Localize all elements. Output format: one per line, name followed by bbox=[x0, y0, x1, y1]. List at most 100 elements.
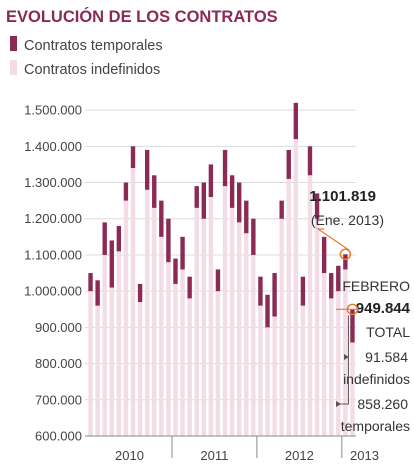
total-label: TOTAL bbox=[366, 324, 410, 340]
bar-indefinidos bbox=[300, 305, 306, 436]
bar-temporales bbox=[123, 182, 129, 201]
y-tick-label: 1.200.000 bbox=[24, 211, 82, 226]
x-tick-label: 2011 bbox=[200, 448, 228, 463]
bar-indefinidos bbox=[123, 200, 129, 436]
bar-indefinidos bbox=[201, 218, 206, 436]
x-tick-label: 2013 bbox=[350, 448, 379, 463]
bar-temporales bbox=[152, 175, 157, 208]
bar-temporales bbox=[159, 200, 164, 237]
bar-temporales bbox=[300, 276, 306, 306]
bar-temporales bbox=[95, 280, 100, 306]
bar-temporales bbox=[137, 283, 143, 303]
bar-indefinidos bbox=[286, 178, 291, 436]
jan-leader bbox=[316, 228, 350, 251]
bar-indefinidos bbox=[109, 287, 114, 436]
bar-temporales bbox=[251, 218, 256, 255]
bar-indefinidos bbox=[258, 305, 263, 436]
jan-value-label: 1.101.819 bbox=[309, 188, 376, 205]
bar-indefinidos bbox=[166, 262, 171, 436]
bar-indefinidos bbox=[222, 186, 228, 436]
indef-text-label: indefinidos bbox=[343, 371, 410, 387]
bar-temporales bbox=[187, 276, 192, 299]
bar-indefinidos bbox=[144, 189, 150, 436]
bar-temporales bbox=[102, 222, 107, 255]
legend-label-temporales: Contratos temporales bbox=[24, 38, 163, 54]
bar-temporales bbox=[350, 309, 355, 343]
indef-arrow bbox=[344, 354, 349, 360]
legend-swatch-temporales bbox=[10, 36, 17, 51]
y-tick-label: 900.000 bbox=[35, 320, 82, 335]
bar-indefinidos bbox=[208, 197, 214, 436]
bar-temporales bbox=[286, 149, 291, 179]
bars bbox=[88, 102, 355, 437]
bar-indefinidos bbox=[102, 254, 107, 436]
bar-temporales bbox=[265, 294, 270, 328]
temp-value-label: 858.260 bbox=[357, 396, 408, 412]
y-tick-label: 1.300.000 bbox=[24, 175, 82, 190]
bar-indefinidos bbox=[130, 168, 136, 436]
temp-arrow bbox=[336, 401, 341, 407]
bar-temporales bbox=[180, 236, 185, 270]
chart-title: EVOLUCIÓN DE LOS CONTRATOS bbox=[6, 7, 278, 26]
y-tick-label: 1.500.000 bbox=[24, 103, 82, 118]
bar-temporales bbox=[258, 276, 263, 306]
bar-temporales bbox=[201, 182, 206, 219]
bar-indefinidos bbox=[137, 302, 143, 436]
bar-temporales bbox=[144, 149, 150, 190]
feb-label: FEBRERO bbox=[342, 278, 410, 294]
bar-indefinidos bbox=[95, 305, 100, 436]
bar-temporales bbox=[116, 225, 122, 252]
bar-indefinidos bbox=[343, 269, 348, 436]
bar-indefinidos bbox=[336, 291, 341, 436]
bar-temporales bbox=[314, 193, 320, 219]
bar-temporales bbox=[229, 175, 235, 208]
bar-indefinidos bbox=[265, 327, 270, 436]
bar-indefinidos bbox=[194, 207, 199, 436]
bar-indefinidos bbox=[329, 298, 334, 436]
bar-indefinidos bbox=[272, 316, 277, 436]
x-tick-label: 2010 bbox=[115, 448, 144, 463]
bar-indefinidos bbox=[293, 139, 299, 437]
bar-indefinidos bbox=[187, 298, 192, 436]
bar-temporales bbox=[329, 273, 334, 299]
bar-temporales bbox=[336, 265, 341, 292]
indef-value-label: 91.584 bbox=[365, 349, 408, 365]
bar-temporales bbox=[272, 273, 277, 317]
bar-temporales bbox=[208, 164, 214, 198]
bar-indefinidos bbox=[229, 207, 235, 436]
bar-indefinidos bbox=[159, 236, 164, 436]
feb-value-label: 949.844 bbox=[356, 300, 411, 317]
y-tick-label: 1.000.000 bbox=[24, 284, 82, 299]
y-tick-label: 600.000 bbox=[35, 429, 82, 444]
bar-indefinidos bbox=[215, 291, 221, 436]
bar-temporales bbox=[244, 200, 249, 234]
jan-date-label: (Ene. 2013) bbox=[311, 212, 384, 228]
bar-indefinidos bbox=[244, 233, 249, 436]
bar-temporales bbox=[293, 102, 299, 140]
bar-temporales bbox=[194, 186, 199, 208]
y-tick-label: 700.000 bbox=[35, 392, 82, 407]
annotations: 1.101.819 (Ene. 2013) FEBRERO 949.844 TO… bbox=[309, 188, 410, 434]
bar-indefinidos bbox=[180, 269, 185, 436]
bar-indefinidos bbox=[88, 291, 93, 436]
bar-temporales bbox=[215, 269, 221, 292]
legend-label-indefinidos: Contratos indefinidos bbox=[24, 62, 160, 78]
jan-marker bbox=[339, 248, 352, 261]
y-tick-label: 1.400.000 bbox=[24, 139, 82, 154]
bar-temporales bbox=[237, 182, 242, 223]
bar-indefinidos bbox=[173, 283, 178, 436]
bar-temporales bbox=[173, 258, 178, 284]
y-tick-label: 800.000 bbox=[35, 356, 82, 371]
legend-swatch-indefinidos bbox=[10, 60, 17, 75]
bar-indefinidos bbox=[251, 254, 256, 436]
bar-indefinidos bbox=[116, 251, 122, 436]
bar-indefinidos bbox=[237, 222, 242, 436]
bar-temporales bbox=[109, 240, 114, 288]
bar-temporales bbox=[307, 146, 313, 176]
bar-temporales bbox=[222, 149, 228, 187]
bar-indefinidos bbox=[279, 218, 284, 436]
bar-indefinidos bbox=[350, 342, 355, 436]
temp-text-label: temporales bbox=[341, 418, 410, 434]
bar-temporales bbox=[88, 273, 93, 292]
